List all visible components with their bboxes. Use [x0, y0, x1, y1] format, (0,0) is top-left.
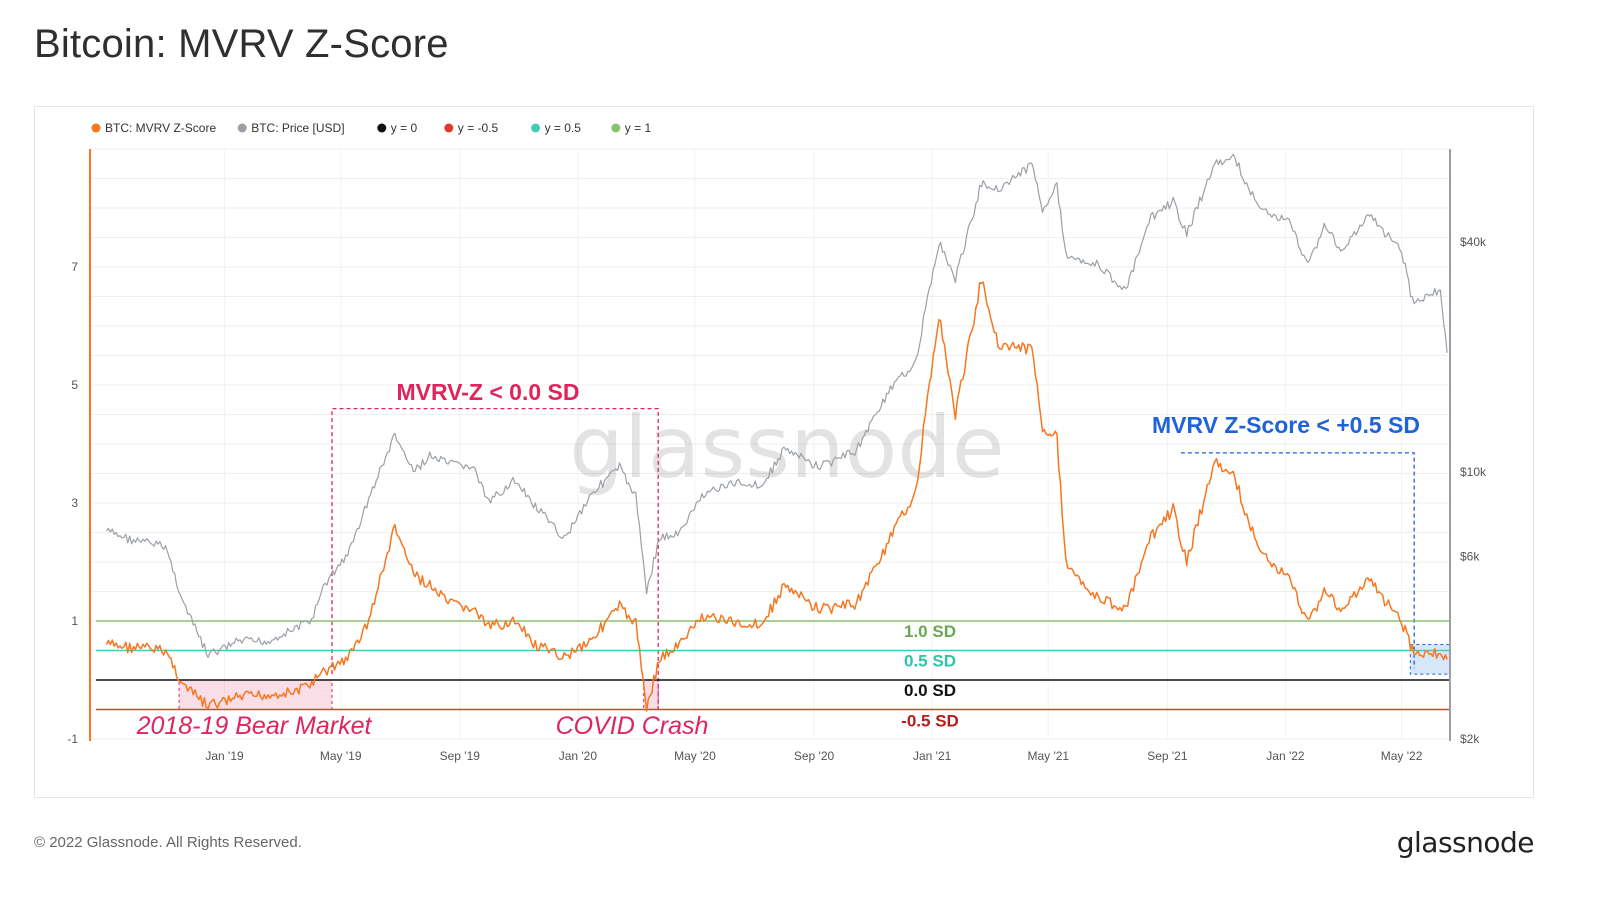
- bear-market-label: 2018-19 Bear Market: [136, 712, 373, 740]
- annotations: MVRV-Z < 0.0 SD MVRV Z-Score < +0.5 SD 201…: [136, 379, 1420, 740]
- x-tick-label: Sep '19: [440, 749, 481, 763]
- y-right-tick-label: $6k: [1460, 550, 1480, 564]
- legend-label: y = 0: [391, 121, 418, 135]
- zscore-series-line: [105, 281, 1448, 712]
- glassnode-logo: glassnode: [1396, 826, 1535, 859]
- price-series-line: [106, 153, 1448, 659]
- legend-marker: [377, 123, 387, 133]
- y-left-tick-label: 3: [71, 496, 78, 510]
- y-left-tick-label: 5: [71, 378, 78, 392]
- x-tick-label: Sep '21: [1147, 749, 1188, 763]
- legend-label: y = -0.5: [458, 121, 499, 135]
- legend-label: y = 1: [625, 121, 652, 135]
- legend: BTC: MVRV Z-Score BTC: Price [USD] y = 0 y …: [91, 121, 652, 135]
- reference-line-label: 1.0 SD: [904, 622, 956, 641]
- legend-label: BTC: Price [USD]: [251, 121, 344, 135]
- legend-marker: [444, 123, 454, 133]
- y-right-tick-label: $10k: [1460, 465, 1487, 479]
- reference-line-label: 0.5 SD: [904, 652, 956, 671]
- axes: -1 1 3 5 7 $2k $6k $10k $40k Jan '19 May '19 Sep '1…: [67, 149, 1487, 763]
- legend-marker: [91, 123, 101, 133]
- x-tick-label: Jan '20: [559, 749, 598, 763]
- y-left-tick-label: 1: [71, 614, 78, 628]
- y-right-tick-label: $40k: [1460, 235, 1487, 249]
- x-tick-label: May '21: [1027, 749, 1069, 763]
- x-tick-label: Jan '19: [205, 749, 244, 763]
- mvrv-below-half-bracket: [1180, 452, 1415, 669]
- reference-lines: 1.0 SD 0.5 SD 0.0 SD -0.5 SD: [96, 620, 1450, 731]
- page-title: Bitcoin: MVRV Z-Score: [34, 22, 449, 66]
- footer-copyright: © 2022 Glassnode. All Rights Reserved.: [34, 834, 302, 851]
- reference-line-label: -0.5 SD: [901, 712, 959, 731]
- legend-marker: [531, 123, 541, 133]
- legend-label: BTC: MVRV Z-Score: [105, 121, 216, 135]
- x-tick-label: Jan '21: [913, 749, 952, 763]
- mvrv-below-zero-bracket: [331, 407, 659, 710]
- legend-marker: [611, 123, 621, 133]
- chart-panel: glassnode 1.0 SD 0.5 SD 0.0 SD -0.5 SD -1 1 3…: [34, 106, 1534, 798]
- x-tick-label: May '19: [320, 749, 362, 763]
- legend-label: y = 0.5: [545, 121, 582, 135]
- y-left-tick-label: -1: [67, 732, 78, 746]
- y-right-tick-label: $2k: [1460, 732, 1480, 746]
- reference-line-label: 0.0 SD: [904, 681, 956, 700]
- mvrv-below-half-label: MVRV Z-Score < +0.5 SD: [1152, 412, 1420, 438]
- x-tick-label: Sep '20: [794, 749, 835, 763]
- y-left-tick-label: 7: [71, 260, 78, 274]
- x-tick-label: Jan '22: [1266, 749, 1305, 763]
- chart-area: glassnode 1.0 SD 0.5 SD 0.0 SD -0.5 SD -1 1 3…: [67, 121, 1487, 763]
- x-tick-label: May '20: [674, 749, 716, 763]
- covid-crash-label: COVID Crash: [556, 712, 709, 740]
- x-tick-label: May '22: [1381, 749, 1423, 763]
- legend-marker: [237, 123, 247, 133]
- watermark-text: glassnode: [569, 398, 1004, 498]
- series: [105, 153, 1448, 712]
- grid: [90, 148, 1450, 740]
- mvrv-below-zero-label: MVRV-Z < 0.0 SD: [396, 379, 579, 405]
